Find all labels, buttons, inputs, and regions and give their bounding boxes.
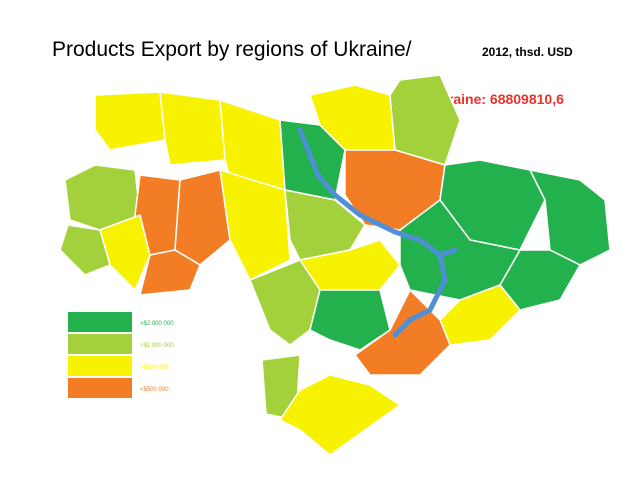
legend-swatch — [68, 334, 132, 354]
region — [139, 249, 201, 296]
legend-swatch — [68, 356, 132, 376]
legend: >$2 000 000 >$1 000 000 >$500 000 <$500 000 — [68, 312, 174, 398]
total: Ukraine: 68809810,6 — [430, 91, 564, 107]
title: Products Export by regions of Ukraine/ — [52, 38, 412, 61]
legend-label: >$500 000 — [140, 365, 169, 371]
region — [528, 168, 611, 266]
region — [94, 91, 166, 151]
subtitle: 2012, thsd. USD — [482, 45, 573, 59]
legend-label: >$1 000 000 — [140, 343, 174, 349]
river — [437, 247, 458, 258]
region — [174, 169, 231, 266]
river — [297, 127, 448, 338]
map — [59, 74, 611, 456]
region — [278, 374, 402, 456]
legend-swatch — [68, 378, 132, 398]
region — [159, 91, 226, 166]
region — [59, 224, 111, 276]
region — [309, 289, 391, 351]
legend-label: <$500 000 — [140, 387, 169, 393]
legend-label: >$2 000 000 — [140, 321, 174, 327]
legend-swatch — [68, 312, 132, 332]
region — [219, 168, 291, 282]
